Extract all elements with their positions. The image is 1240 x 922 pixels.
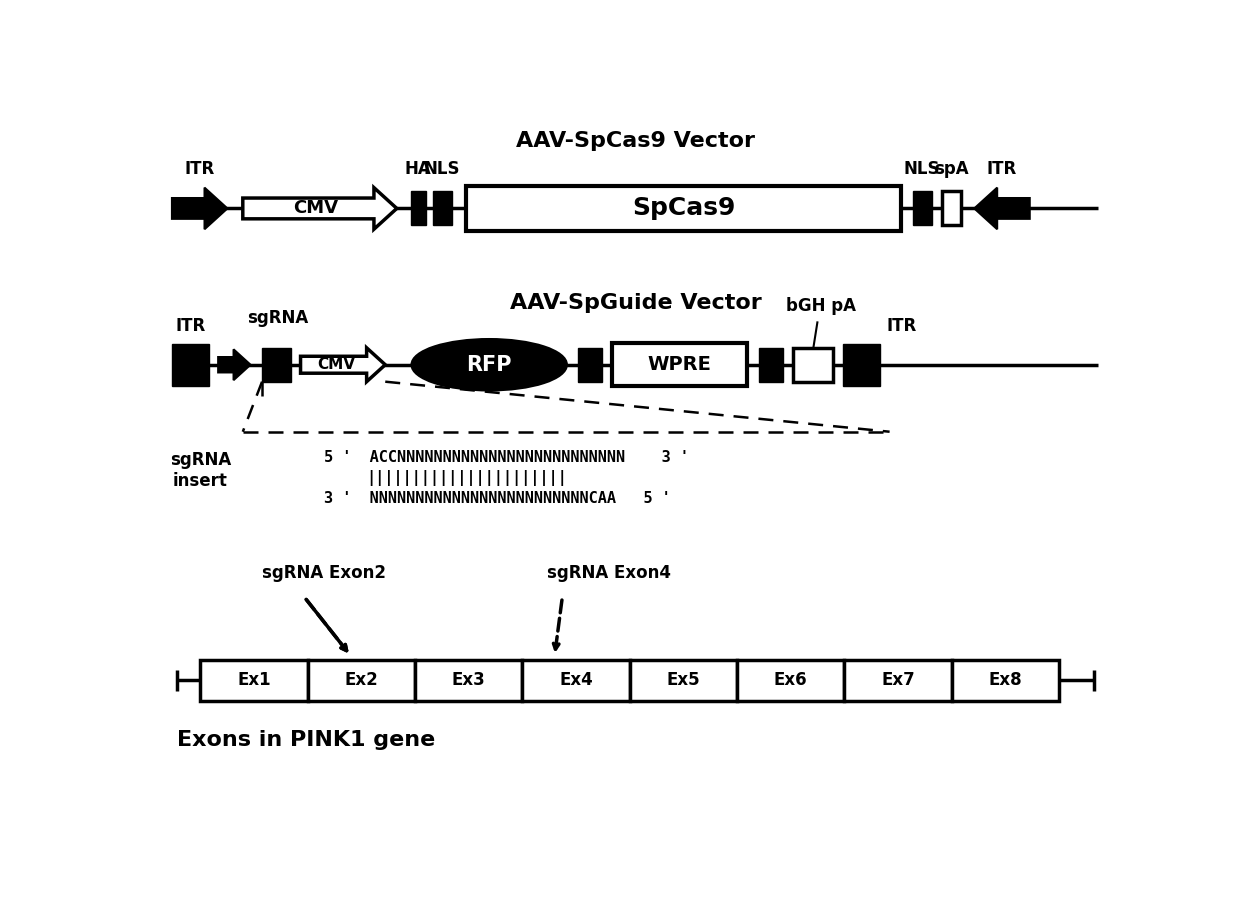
Text: Ex2: Ex2 [345,671,378,690]
Text: Ex3: Ex3 [451,671,486,690]
Text: HA: HA [405,160,432,178]
Bar [913,192,932,225]
Bar [794,348,833,382]
Polygon shape [218,349,250,380]
Bar [844,659,951,702]
Text: RFP: RFP [466,355,512,374]
Text: CMV: CMV [294,199,339,218]
Text: bGH pA: bGH pA [786,297,857,314]
Text: ||||||||||||||||||||||: |||||||||||||||||||||| [366,470,567,486]
Text: Ex4: Ex4 [559,671,593,690]
Bar [308,659,415,702]
Text: sgRNA
insert: sgRNA insert [170,451,231,490]
Bar [433,192,453,225]
Bar [613,343,748,386]
Text: ITR: ITR [987,160,1017,178]
Text: SpCas9: SpCas9 [632,196,735,220]
Text: sgRNA: sgRNA [247,309,308,327]
Text: 3 '  NNNNNNNNNNNNNNNNNNNNNNNNCAA   5 ': 3 ' NNNNNNNNNNNNNNNNNNNNNNNNCAA 5 ' [324,491,671,506]
Bar [522,659,630,702]
Text: Ex6: Ex6 [774,671,807,690]
Text: Exons in PINK1 gene: Exons in PINK1 gene [177,729,435,750]
Bar [843,344,880,385]
Text: ITR: ITR [887,317,916,335]
Ellipse shape [412,339,567,390]
Bar [737,659,844,702]
Text: Ex5: Ex5 [667,671,701,690]
Bar [172,344,208,385]
Bar [262,348,291,382]
Bar [415,659,522,702]
Polygon shape [172,188,227,230]
Text: 5 '  ACCNNNNNNNNNNNNNNNNNNNNNNNNN    3 ': 5 ' ACCNNNNNNNNNNNNNNNNNNNNNNNNN 3 ' [324,450,688,465]
Bar [630,659,737,702]
Bar [410,192,427,225]
Bar [942,192,961,225]
Bar [951,659,1059,702]
Text: AAV-SpGuide Vector: AAV-SpGuide Vector [510,293,761,313]
Text: spA: spA [934,160,968,178]
Text: ITR: ITR [185,160,215,178]
Bar [466,186,901,230]
Text: AAV-SpCas9 Vector: AAV-SpCas9 Vector [516,132,755,151]
Text: sgRNA Exon2: sgRNA Exon2 [262,564,386,582]
Text: Ex7: Ex7 [882,671,915,690]
Text: Ex1: Ex1 [237,671,270,690]
Text: WPRE: WPRE [647,355,712,374]
Bar [578,348,603,382]
Text: NLS: NLS [904,160,940,178]
Bar [759,348,784,382]
Polygon shape [975,188,1029,230]
Text: Ex8: Ex8 [988,671,1022,690]
Text: CMV: CMV [317,357,355,372]
Text: NLS: NLS [424,160,460,178]
Bar [201,659,308,702]
Text: sgRNA Exon4: sgRNA Exon4 [547,564,671,582]
Polygon shape [243,188,397,230]
Polygon shape [300,348,386,382]
Text: ITR: ITR [175,317,206,335]
